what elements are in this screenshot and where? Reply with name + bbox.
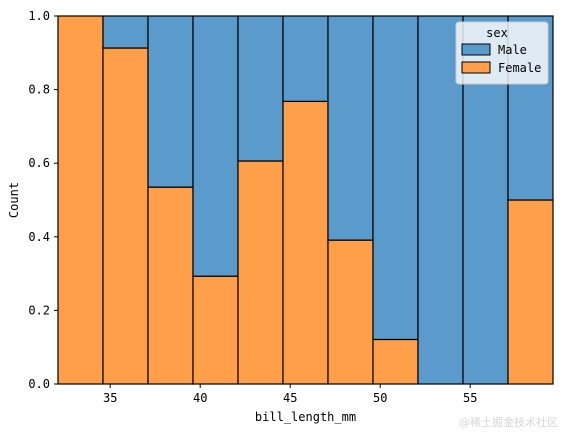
bars-group [57, 15, 554, 385]
y-tick-label: 0.0 [28, 377, 50, 391]
bar-female-1 [102, 47, 149, 385]
legend: sex Male Female [455, 21, 549, 85]
bar-female-10 [507, 199, 554, 385]
legend-swatch-female [461, 61, 491, 74]
bar-male-1 [102, 15, 149, 49]
x-tick-label: 35 [103, 391, 117, 405]
bar-female-3 [192, 275, 239, 385]
y-tick-label: 1.0 [28, 9, 50, 23]
legend-title: sex [486, 26, 508, 40]
bar-female-4 [237, 160, 284, 385]
x-tick-label: 40 [193, 391, 207, 405]
legend-swatch-male [461, 43, 491, 56]
bar-male-2 [147, 15, 194, 188]
y-axis-label: Count [7, 182, 21, 218]
x-tick-label: 50 [373, 391, 387, 405]
y-tick-label: 0.8 [28, 83, 50, 97]
bar-female-0 [57, 15, 104, 385]
watermark: @稀土掘金技术社区 [459, 416, 558, 429]
bar-male-3 [192, 15, 239, 277]
bar-female-7 [372, 338, 419, 385]
plot-frame [57, 15, 554, 385]
bar-female-2 [147, 186, 194, 385]
bar-female-5 [282, 100, 329, 385]
bar-female-6 [327, 239, 374, 385]
x-tick-label: 55 [463, 391, 477, 405]
x-axis-label: bill_length_mm [255, 410, 356, 424]
x-axis-ticks: 35 40 45 50 55 [103, 384, 477, 405]
y-tick-label: 0.6 [28, 156, 50, 170]
bar-male-4 [237, 15, 284, 162]
bar-male-6 [327, 15, 374, 241]
y-tick-label: 0.4 [28, 230, 50, 244]
x-tick-label: 45 [283, 391, 297, 405]
bar-male-7 [372, 15, 419, 341]
legend-label-female: Female [498, 61, 541, 75]
legend-label-male: Male [498, 43, 527, 57]
y-tick-label: 0.2 [28, 303, 50, 317]
bar-male-5 [282, 15, 329, 102]
y-axis-ticks: 0.0 0.2 0.4 0.6 0.8 1.0 [28, 9, 58, 391]
